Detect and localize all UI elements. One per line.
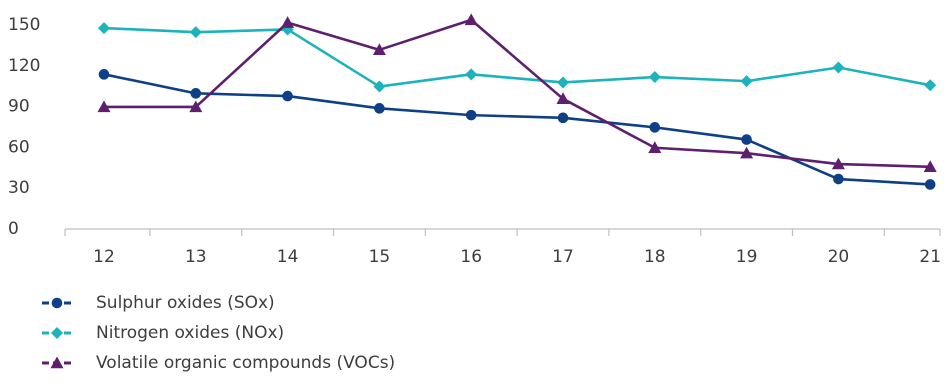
data-point [833, 173, 844, 185]
y-tick-label: 30 [8, 178, 30, 198]
y-axis-ticks: 0 30 60 90 120 150 [8, 15, 40, 239]
data-point [557, 76, 569, 89]
legend-swatch [42, 297, 72, 309]
data-point [464, 13, 478, 26]
data-point [373, 80, 386, 93]
data-point [281, 16, 295, 28]
x-tick-label: 17 [552, 247, 574, 267]
x-tick-label: 19 [736, 247, 758, 267]
series-layer [97, 13, 937, 190]
data-point [648, 71, 661, 84]
y-tick-label: 150 [8, 15, 40, 35]
data-point [374, 103, 385, 114]
x-tick-label: 21 [919, 247, 941, 267]
data-point [190, 88, 202, 99]
legend-item: Nitrogen oxides (NOx) [40, 318, 395, 348]
x-tick-label: 15 [369, 247, 391, 267]
legend-label: Nitrogen oxides (NOx) [96, 323, 285, 343]
data-point [465, 109, 477, 121]
legend: Sulphur oxides (SOx) Nitrogen oxides (NOx… [40, 288, 395, 378]
data-point [372, 43, 386, 56]
data-point [189, 26, 202, 39]
x-tick-label: 13 [185, 247, 207, 267]
y-tick-label: 120 [8, 56, 40, 76]
data-point [740, 146, 754, 159]
series-3 [97, 13, 937, 172]
x-tick-label: 18 [644, 247, 666, 267]
data-point [465, 68, 478, 81]
x-tick-label: 16 [460, 247, 482, 267]
data-point [924, 79, 937, 92]
x-tick-label: 14 [277, 247, 299, 267]
series-line [104, 18, 931, 169]
data-point [97, 100, 111, 113]
legend-item: Volatile organic compounds (VOCs) [40, 348, 395, 378]
data-point [740, 75, 753, 88]
data-point [557, 112, 569, 124]
legend-item: Sulphur oxides (SOx) [40, 288, 395, 318]
legend-label: Volatile organic compounds (VOCs) [96, 353, 396, 373]
data-point [98, 69, 110, 80]
data-point [924, 179, 936, 190]
data-point [741, 134, 752, 145]
legend-label: Sulphur oxides (SOx) [96, 293, 275, 313]
data-point [189, 100, 203, 113]
data-point [832, 61, 845, 74]
y-tick-label: 0 [8, 219, 19, 239]
series-line [103, 26, 931, 88]
data-point [556, 92, 570, 104]
y-tick-label: 60 [8, 137, 30, 157]
series-1 [98, 69, 936, 190]
data-point [648, 141, 662, 153]
y-tick-label: 90 [8, 97, 30, 117]
data-point [923, 160, 937, 172]
legend-swatch [42, 327, 72, 339]
series-line [103, 73, 931, 186]
series-2 [98, 22, 937, 93]
legend-swatch [42, 356, 72, 369]
data-point [649, 122, 661, 133]
x-axis: 12 13 14 15 16 17 18 19 20 21 [64, 228, 941, 267]
data-point [98, 22, 110, 35]
x-tick-label: 20 [828, 247, 850, 267]
data-point [282, 90, 293, 102]
data-point [831, 157, 845, 170]
x-tick-label: 12 [93, 247, 115, 267]
